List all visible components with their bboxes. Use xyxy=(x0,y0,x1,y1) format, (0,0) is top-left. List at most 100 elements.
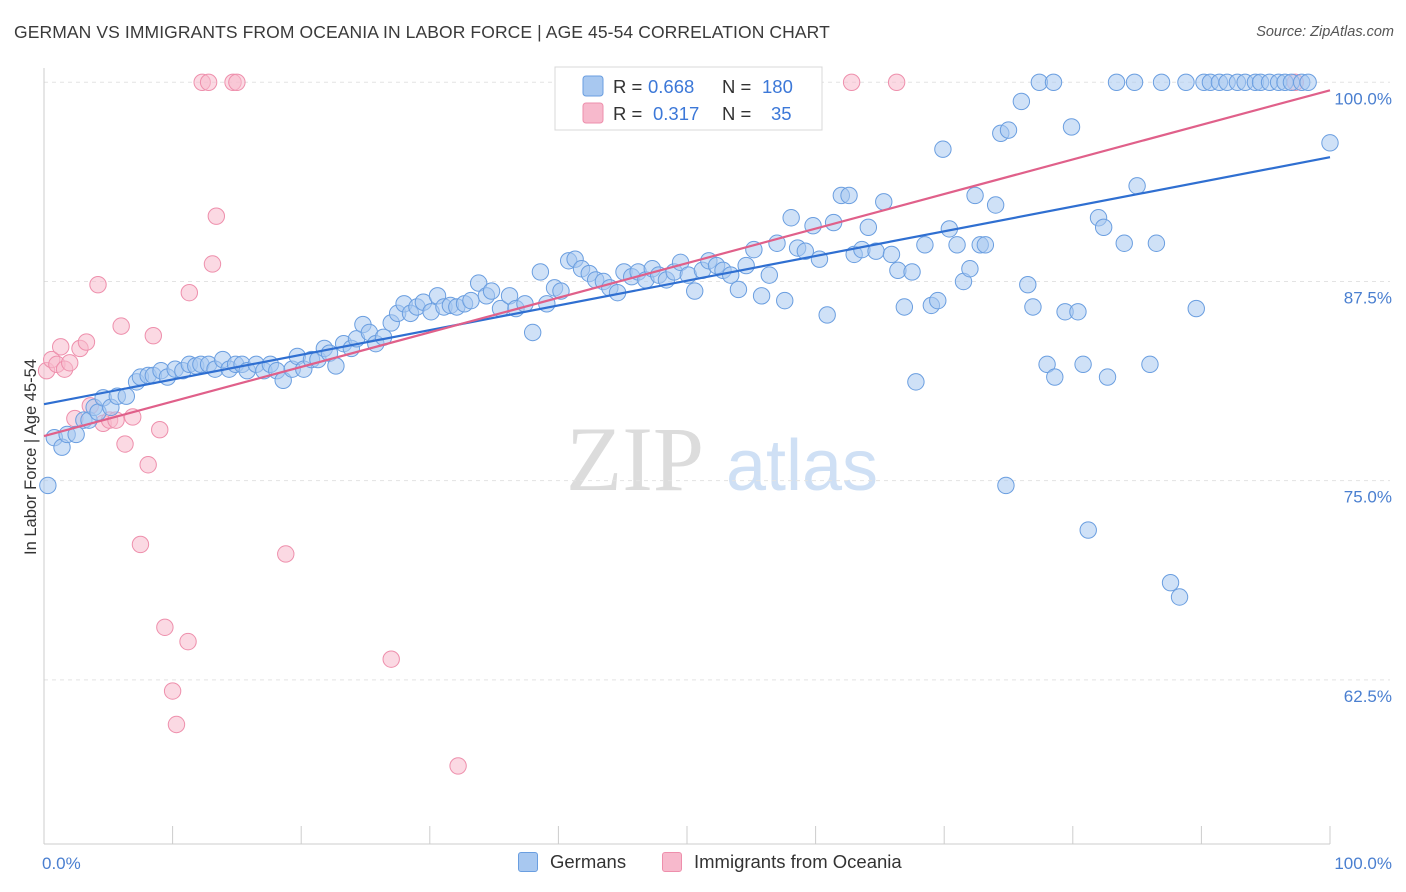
point-germans xyxy=(1062,118,1081,136)
point-oceania xyxy=(842,73,861,92)
point-germans xyxy=(997,476,1015,495)
grid-lines xyxy=(44,81,1390,681)
point-germans xyxy=(903,263,921,281)
x-tick-label-min: 0.0% xyxy=(42,854,81,873)
legend-oceania-n-value: 35 xyxy=(771,103,792,124)
point-germans xyxy=(1128,177,1146,195)
point-oceania xyxy=(151,420,169,439)
point-oceania xyxy=(52,338,70,356)
point-germans xyxy=(523,323,542,342)
point-oceania xyxy=(131,535,150,554)
point-germans xyxy=(482,282,501,300)
point-germans xyxy=(895,298,914,316)
point-germans xyxy=(1115,234,1133,252)
point-oceania xyxy=(887,73,906,92)
point-oceania xyxy=(112,317,130,335)
point-germans xyxy=(875,193,893,211)
y-tick-label: 75.0% xyxy=(1344,488,1392,507)
bottom-legend-swatch-germans xyxy=(518,852,538,872)
point-oceania xyxy=(167,715,186,734)
point-germans xyxy=(1125,73,1144,92)
bottom-legend-oceania-label: Immigrants from Oceania xyxy=(694,851,902,872)
bottom-legend: Germans Immigrants from Oceania xyxy=(0,851,1406,881)
legend-germans-n-value: 180 xyxy=(762,76,793,97)
point-oceania xyxy=(449,757,467,775)
point-germans xyxy=(1038,355,1056,374)
point-germans xyxy=(818,306,836,324)
point-germans xyxy=(1141,355,1159,374)
point-germans xyxy=(1079,521,1097,539)
point-germans xyxy=(1074,355,1092,374)
point-oceania xyxy=(199,73,218,92)
legend-swatch-oceania xyxy=(582,102,604,124)
trend-line-oceania xyxy=(43,89,1331,438)
point-oceania xyxy=(139,456,157,474)
point-oceania xyxy=(61,354,79,372)
point-germans xyxy=(934,140,952,158)
y-tick-label: 87.5% xyxy=(1344,288,1392,307)
bottom-legend-germans: Germans xyxy=(518,851,626,873)
point-oceania xyxy=(203,255,222,273)
point-oceania xyxy=(163,682,182,700)
point-germans xyxy=(516,295,534,313)
legend-germans-r-value: 0.668 xyxy=(648,76,694,97)
point-germans xyxy=(1170,588,1189,606)
point-germans xyxy=(1187,299,1205,318)
point-germans xyxy=(1147,234,1166,252)
legend-germans-n-label: N = xyxy=(722,76,751,97)
point-oceania xyxy=(180,283,199,302)
source-credit: Source: ZipAtlas.com xyxy=(1256,24,1394,40)
point-germans xyxy=(462,291,480,310)
watermark-atlas: atlas xyxy=(726,426,878,506)
point-germans xyxy=(752,287,771,305)
point-germans xyxy=(67,425,85,444)
legend-swatch-germans xyxy=(582,75,604,97)
point-germans xyxy=(1098,368,1117,386)
point-germans xyxy=(686,282,704,300)
point-germans xyxy=(531,263,550,281)
point-oceania xyxy=(77,333,96,351)
point-germans xyxy=(948,236,966,254)
point-germans xyxy=(1321,134,1339,152)
point-germans xyxy=(961,260,979,278)
point-oceania xyxy=(116,435,134,453)
point-germans xyxy=(796,242,815,260)
bottom-legend-oceania: Immigrants from Oceania xyxy=(662,851,902,873)
point-germans xyxy=(840,186,858,205)
bottom-legend-germans-label: Germans xyxy=(550,851,627,872)
point-oceania xyxy=(277,545,295,563)
point-germans xyxy=(776,291,794,310)
point-germans xyxy=(782,209,800,227)
point-oceania xyxy=(207,207,226,225)
point-germans xyxy=(976,236,995,254)
point-germans xyxy=(1019,275,1037,294)
point-germans xyxy=(1012,92,1031,111)
point-germans xyxy=(907,373,925,391)
trend-line-germans xyxy=(43,156,1331,406)
point-oceania xyxy=(179,632,197,651)
point-germans xyxy=(729,280,748,299)
chart-title: GERMAN VS IMMIGRANTS FROM OCEANIA IN LAB… xyxy=(14,22,830,42)
point-germans xyxy=(916,236,934,254)
point-germans xyxy=(1107,73,1126,92)
legend-germans-r-label: R = xyxy=(613,76,642,97)
y-tick-label: 62.5% xyxy=(1344,687,1392,706)
y-tick-label: 100.0% xyxy=(1334,89,1392,108)
legend: R = 0.668 N = 180 R = 0.317 N = 35 xyxy=(554,66,823,131)
point-germans xyxy=(1046,368,1064,386)
legend-oceania-n-label: N = xyxy=(722,103,751,124)
point-germans xyxy=(39,476,57,495)
trend-lines xyxy=(43,89,1331,438)
point-germans xyxy=(999,121,1018,139)
point-germans xyxy=(1024,298,1042,316)
legend-oceania-r-value: 0.317 xyxy=(653,103,699,124)
legend-oceania-r-label: R = xyxy=(613,103,642,124)
point-oceania xyxy=(144,326,163,345)
point-germans xyxy=(760,266,779,284)
point-oceania xyxy=(228,73,246,92)
watermark-zip: ZIP xyxy=(566,408,704,510)
x-tick-label-max: 100.0% xyxy=(1334,854,1392,873)
y-axis-label: In Labor Force | Age 45-54 xyxy=(22,359,40,555)
point-germans xyxy=(469,274,488,292)
